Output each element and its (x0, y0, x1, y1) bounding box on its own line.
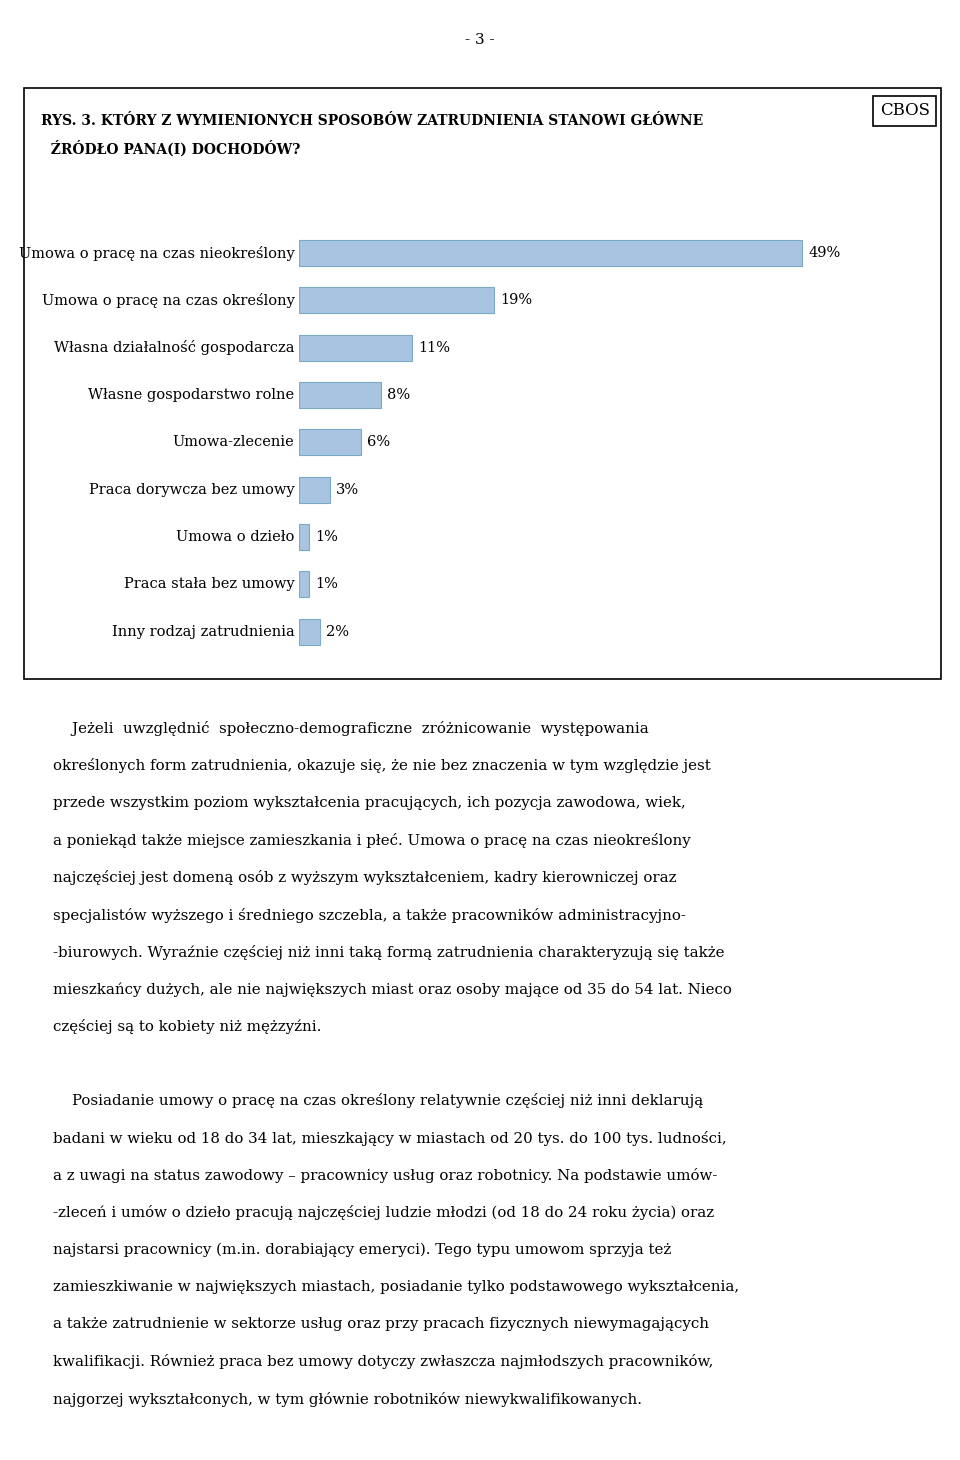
Text: Umowa o pracę na czas nieokreślony: Umowa o pracę na czas nieokreślony (18, 245, 295, 261)
Text: Umowa o pracę na czas określony: Umowa o pracę na czas określony (41, 293, 295, 308)
Bar (300, 571, 309, 597)
Bar (300, 619, 320, 645)
Text: najstarsi pracownicy (m.in. dorabiający emeryci). Tego typu umowom sprzyja też: najstarsi pracownicy (m.in. dorabiający … (53, 1242, 671, 1257)
Text: Posiadanie umowy o pracę na czas określony relatywnie częściej niż inni deklaruj: Posiadanie umowy o pracę na czas określo… (53, 1094, 703, 1108)
Bar (300, 383, 381, 409)
Text: Umowa-zlecenie: Umowa-zlecenie (173, 435, 295, 450)
Text: częściej są to kobiety niż mężzyźni.: częściej są to kobiety niż mężzyźni. (53, 1019, 322, 1035)
Text: określonych form zatrudnienia, okazuje się, że nie bez znaczenia w tym względzie: określonych form zatrudnienia, okazuje s… (53, 758, 710, 774)
Text: specjalistów wyższego i średniego szczebla, a także pracowników administracyjno-: specjalistów wyższego i średniego szczeb… (53, 908, 685, 923)
Text: Inny rodzaj zatrudnienia: Inny rodzaj zatrudnienia (111, 625, 295, 638)
Text: 8%: 8% (388, 388, 411, 402)
Bar (300, 524, 309, 550)
Bar (300, 288, 494, 314)
Text: zamieszkiwanie w największych miastach, posiadanie tylko podstawowego wykształce: zamieszkiwanie w największych miastach, … (53, 1280, 739, 1294)
Text: przede wszystkim poziom wykształcenia pracujących, ich pozycja zawodowa, wiek,: przede wszystkim poziom wykształcenia pr… (53, 796, 685, 810)
Text: Umowa o dzieło: Umowa o dzieło (176, 530, 295, 545)
Text: Jeżeli  uwzględnić  społeczno-demograficzne  zróżnicowanie  występowania: Jeżeli uwzględnić społeczno-demograficzn… (53, 721, 649, 736)
Text: a także zatrudnienie w sektorze usług oraz przy pracach fizycznych niewymagający: a także zatrudnienie w sektorze usług or… (53, 1317, 708, 1332)
Text: 2%: 2% (325, 625, 348, 638)
Text: najgorzej wykształconych, w tym głównie robotników niewykwalifikowanych.: najgorzej wykształconych, w tym głównie … (53, 1391, 642, 1407)
Text: Praca stała bez umowy: Praca stała bez umowy (124, 577, 295, 591)
Text: 11%: 11% (419, 340, 450, 355)
Bar (300, 334, 412, 361)
Text: Własne gospodarstwo rolne: Własne gospodarstwo rolne (88, 388, 295, 402)
Text: mieszkańcy dużych, ale nie największych miast oraz osoby mające od 35 do 54 lat.: mieszkańcy dużych, ale nie największych … (53, 983, 732, 997)
Text: -biurowych. Wyraźnie częściej niż inni taką formą zatrudnienia charakteryzują si: -biurowych. Wyraźnie częściej niż inni t… (53, 945, 724, 959)
Text: -zleceń i umów o dzieło pracują najczęściej ludzie młodzi (od 18 do 24 roku życi: -zleceń i umów o dzieło pracują najczęśc… (53, 1206, 714, 1221)
Text: RYS. 3. KTÓRY Z WYMIENIONYCH SPOSOBÓW ZATRUDNIENIA STANOWI GŁÓWNE: RYS. 3. KTÓRY Z WYMIENIONYCH SPOSOBÓW ZA… (40, 114, 703, 128)
Bar (300, 239, 803, 266)
Text: 1%: 1% (316, 577, 338, 591)
Bar (300, 476, 330, 502)
Text: 19%: 19% (500, 293, 533, 308)
Text: a poniekąd także miejsce zamieszkania i płeć. Umowa o pracę na czas nieokreślony: a poniekąd także miejsce zamieszkania i … (53, 832, 690, 848)
Text: 6%: 6% (367, 435, 390, 450)
Text: kwalifikacji. Również praca bez umowy dotyczy zwłaszcza najmłodszych pracowników: kwalifikacji. Również praca bez umowy do… (53, 1355, 713, 1369)
Text: Praca dorywcza bez umowy: Praca dorywcza bez umowy (89, 483, 295, 496)
Text: badani w wieku od 18 do 34 lat, mieszkający w miastach od 20 tys. do 100 tys. lu: badani w wieku od 18 do 34 lat, mieszkaj… (53, 1130, 727, 1146)
Text: 3%: 3% (336, 483, 359, 496)
Bar (300, 429, 361, 456)
Text: 1%: 1% (316, 530, 338, 545)
Text: - 3 -: - 3 - (466, 34, 494, 47)
Text: Własna działalność gospodarcza: Własna działalność gospodarcza (54, 340, 295, 355)
Text: CBOS: CBOS (879, 102, 930, 120)
Text: ŹRÓDŁO PANA(I) DOCHODÓW?: ŹRÓDŁO PANA(I) DOCHODÓW? (40, 140, 300, 158)
Text: 49%: 49% (808, 247, 841, 260)
Text: najczęściej jest domeną osób z wyższym wykształceniem, kadry kierowniczej oraz: najczęściej jest domeną osób z wyższym w… (53, 870, 676, 885)
Text: a z uwagi na status zawodowy – pracownicy usług oraz robotnicy. Na podstawie umó: a z uwagi na status zawodowy – pracownic… (53, 1168, 717, 1183)
